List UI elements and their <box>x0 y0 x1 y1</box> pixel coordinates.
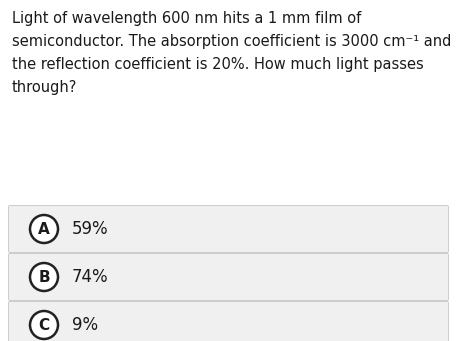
Text: C: C <box>38 317 49 332</box>
Text: A: A <box>38 222 50 237</box>
Text: the reflection coefficient is 20%. How much light passes: the reflection coefficient is 20%. How m… <box>12 57 424 72</box>
Text: through?: through? <box>12 80 77 95</box>
FancyBboxPatch shape <box>9 206 448 252</box>
FancyBboxPatch shape <box>9 301 448 341</box>
Text: Light of wavelength 600 nm hits a 1 mm film of: Light of wavelength 600 nm hits a 1 mm f… <box>12 11 361 26</box>
Circle shape <box>30 215 58 243</box>
Circle shape <box>30 311 58 339</box>
Text: 9%: 9% <box>72 316 98 334</box>
Text: B: B <box>38 269 50 284</box>
Text: 59%: 59% <box>72 220 109 238</box>
Text: semiconductor. The absorption coefficient is 3000 cm⁻¹ and: semiconductor. The absorption coefficien… <box>12 34 452 49</box>
FancyBboxPatch shape <box>9 253 448 300</box>
Circle shape <box>30 263 58 291</box>
Text: 74%: 74% <box>72 268 109 286</box>
